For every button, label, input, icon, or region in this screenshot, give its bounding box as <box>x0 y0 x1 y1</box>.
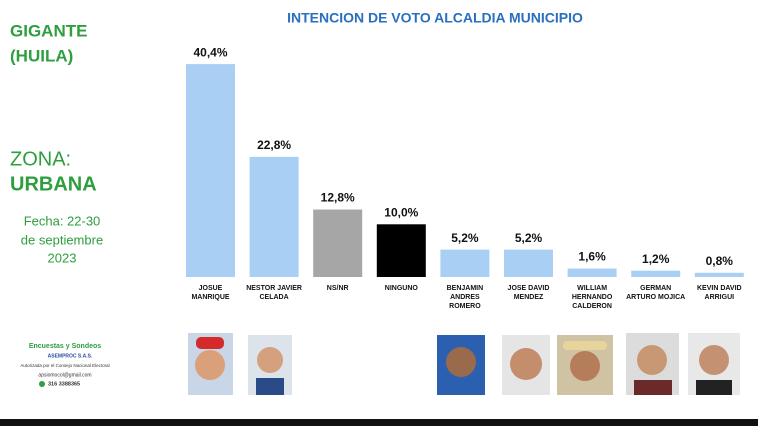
value-label: 1,2% <box>642 252 670 266</box>
logo-title: Encuestas y Sondeos <box>29 343 101 350</box>
zone: URBANA <box>10 173 97 195</box>
date: Fecha: 22-30 <box>24 213 101 228</box>
photo-face <box>637 345 667 375</box>
logo-phone: 316 3388365 <box>48 381 80 387</box>
photo-cap <box>196 337 224 349</box>
photo-face <box>195 350 225 380</box>
logo-email: apsiomocol@gmail.com <box>38 372 91 378</box>
photos <box>188 333 740 395</box>
x-tick-label: JOSUE MANRIQUE <box>191 285 230 301</box>
x-tick-label: NINGUNO <box>384 285 418 292</box>
value-label: 22,8% <box>257 138 291 152</box>
value-label: 1,6% <box>578 250 606 264</box>
date: de septiembre <box>21 232 103 247</box>
x-tick-label: GERMAN ARTURO MOJICA <box>626 285 686 301</box>
photo-face <box>570 351 600 381</box>
photo-face <box>510 348 542 380</box>
chart-title: INTENCION DE VOTO ALCALDIA MUNICIPIO <box>287 10 583 26</box>
photo-body <box>256 378 284 395</box>
x-tick-label: WILLIAM HERNANDO CALDERON <box>571 285 613 310</box>
bar <box>504 249 553 277</box>
x-tick-label: JOSE DAVID MENDEZ <box>507 285 550 301</box>
place: GIGANTE <box>10 21 87 40</box>
bar <box>249 156 299 277</box>
bar <box>313 209 363 277</box>
bar <box>631 270 681 277</box>
logo-authorized: Autorizada por el Consejo Nacional Elect… <box>20 363 109 368</box>
bottom-bar <box>0 419 758 426</box>
phone-icon <box>39 381 45 387</box>
x-tick-label: BENJAMIN ANDRES ROMERO <box>446 285 484 310</box>
photo-body <box>696 380 732 395</box>
photo-face <box>257 347 283 373</box>
value-label: 12,8% <box>321 191 355 205</box>
x-tick-label: NESTOR JAVIER CELADA <box>246 285 302 301</box>
value-label: 5,2% <box>515 231 543 245</box>
photo-body <box>634 380 672 395</box>
photo-face <box>446 347 476 377</box>
value-label: 0,8% <box>706 254 734 268</box>
value-label: 10,0% <box>384 205 418 219</box>
bar <box>186 64 235 277</box>
value-label: 40,4% <box>193 45 227 59</box>
photo-face <box>699 345 729 375</box>
bar <box>694 272 744 277</box>
date: 2023 <box>48 250 77 265</box>
value-label: 5,2% <box>451 231 479 245</box>
zone-label: ZONA: <box>10 148 71 170</box>
bar <box>567 268 617 277</box>
photo-hat <box>563 341 607 350</box>
bar <box>440 249 490 277</box>
place: (HUILA) <box>10 46 73 65</box>
x-tick-label: NS/NR <box>326 285 349 292</box>
bar <box>376 224 426 277</box>
x-tick-label: KEVIN DAVID ARRIGUI <box>696 285 742 301</box>
logo-company: ASEMPROC S.A.S. <box>48 353 93 359</box>
